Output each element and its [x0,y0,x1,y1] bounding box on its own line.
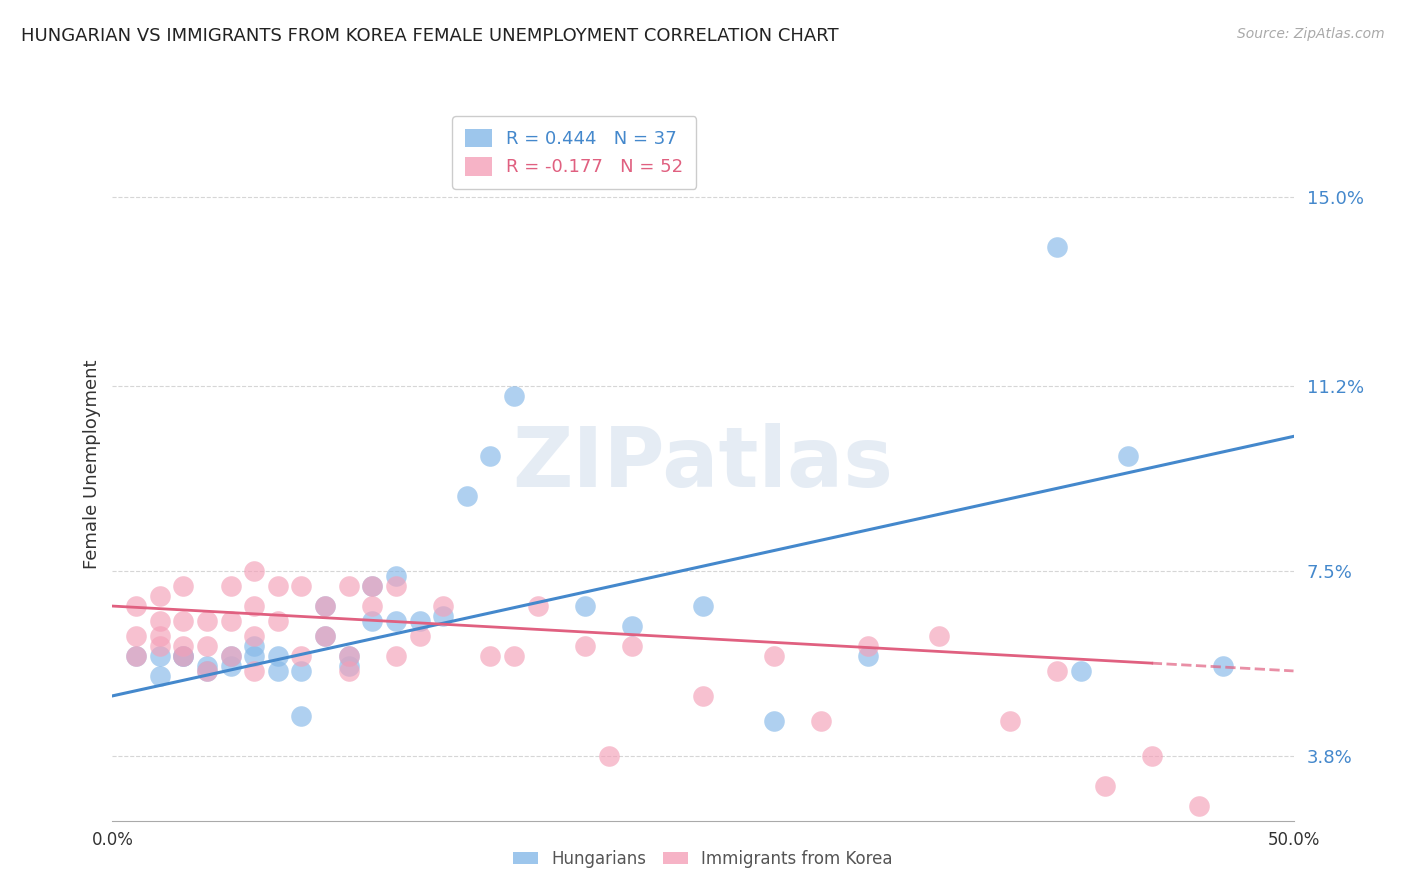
Point [1116,450,1139,464]
Y-axis label: Female Unemployment: Female Unemployment [83,359,101,568]
Point [243,664,266,678]
Point [432,609,454,624]
Point [314,629,336,643]
Point [243,629,266,643]
Point [219,648,242,663]
Point [598,748,620,763]
Point [810,714,832,728]
Point [479,450,502,464]
Point [314,599,336,613]
Point [314,599,336,613]
Point [1140,748,1163,763]
Point [149,629,172,643]
Point [479,648,502,663]
Point [290,648,312,663]
Point [574,599,596,613]
Text: HUNGARIAN VS IMMIGRANTS FROM KOREA FEMALE UNEMPLOYMENT CORRELATION CHART: HUNGARIAN VS IMMIGRANTS FROM KOREA FEMAL… [21,27,839,45]
Point [290,709,312,723]
Point [432,599,454,613]
Legend: Hungarians, Immigrants from Korea: Hungarians, Immigrants from Korea [506,844,900,875]
Point [243,639,266,653]
Point [361,614,384,628]
Point [172,648,194,663]
Point [172,614,194,628]
Point [337,659,360,673]
Point [172,579,194,593]
Point [267,579,290,593]
Point [385,648,408,663]
Text: ZIPatlas: ZIPatlas [513,424,893,504]
Point [149,589,172,603]
Point [503,389,526,403]
Point [149,639,172,653]
Point [267,664,290,678]
Point [219,659,242,673]
Point [762,714,785,728]
Point [928,629,950,643]
Point [1046,240,1069,254]
Point [692,689,714,703]
Point [125,599,148,613]
Point [149,648,172,663]
Point [858,648,880,663]
Point [219,579,242,593]
Point [195,659,218,673]
Point [503,648,526,663]
Point [172,639,194,653]
Point [337,664,360,678]
Point [243,648,266,663]
Point [574,639,596,653]
Point [361,579,384,593]
Point [314,629,336,643]
Point [125,629,148,643]
Point [456,489,478,503]
Point [195,664,218,678]
Point [621,619,644,633]
Point [1094,779,1116,793]
Point [385,614,408,628]
Point [243,564,266,578]
Point [267,614,290,628]
Point [337,579,360,593]
Point [408,614,430,628]
Legend: R = 0.444   N = 37, R = -0.177   N = 52: R = 0.444 N = 37, R = -0.177 N = 52 [453,116,696,189]
Point [337,648,360,663]
Point [1046,664,1069,678]
Point [149,614,172,628]
Point [1070,664,1092,678]
Point [267,648,290,663]
Point [172,648,194,663]
Point [243,599,266,613]
Point [361,599,384,613]
Point [195,614,218,628]
Point [526,599,548,613]
Point [1212,659,1234,673]
Point [195,639,218,653]
Point [195,664,218,678]
Point [125,648,148,663]
Point [219,648,242,663]
Point [125,648,148,663]
Point [385,569,408,583]
Point [219,614,242,628]
Point [361,579,384,593]
Point [149,669,172,683]
Point [1188,798,1211,813]
Point [337,648,360,663]
Point [998,714,1021,728]
Point [692,599,714,613]
Point [621,639,644,653]
Text: Source: ZipAtlas.com: Source: ZipAtlas.com [1237,27,1385,41]
Point [385,579,408,593]
Point [858,639,880,653]
Point [290,579,312,593]
Point [172,648,194,663]
Point [762,648,785,663]
Point [408,629,430,643]
Point [290,664,312,678]
